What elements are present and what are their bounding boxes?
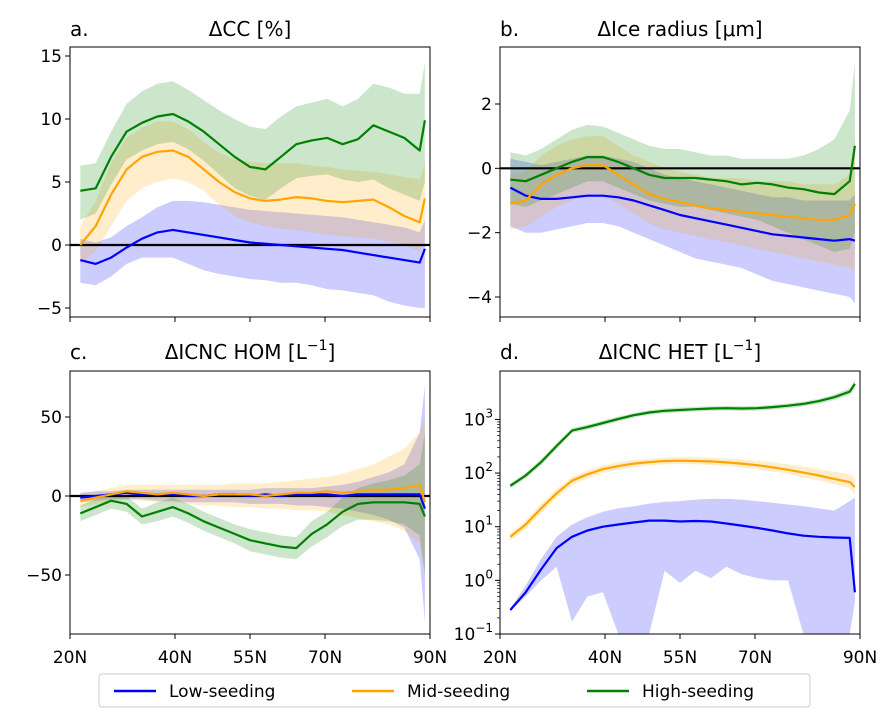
line-high-seeding	[509, 383, 856, 487]
y-tick-label: 103	[464, 406, 493, 430]
line-high-seeding	[80, 112, 426, 192]
panel-label: d.	[500, 340, 519, 364]
y-tick-label: 5	[51, 173, 62, 193]
band-high-seeding	[510, 62, 855, 253]
line-mid-seeding	[80, 483, 426, 503]
y-tick-label: 0	[481, 159, 492, 179]
x-tick-label: 20N	[483, 648, 517, 668]
x-tick-label: 70N	[308, 648, 342, 668]
x-tick-label: 55N	[663, 648, 697, 668]
line-low-seeding	[80, 228, 426, 265]
x-tick-label: 90N	[843, 648, 877, 668]
x-tick-label: 55N	[233, 648, 267, 668]
band-high-seeding	[80, 62, 425, 220]
band-low-seeding	[80, 200, 425, 308]
line-high-seeding	[510, 145, 856, 196]
y-tick-label: 0	[51, 236, 62, 256]
panel-4: 10−1 100 101 102 103 20N 40N 55N 70N 90N d. ΔICNC H…	[454, 338, 878, 668]
line-mid-seeding	[79, 149, 426, 246]
panel-title: ΔICNC HOM [L−1]	[165, 338, 336, 364]
y-tick-label: −50	[26, 566, 62, 586]
plot-area	[70, 62, 430, 308]
x-tick-label: 40N	[588, 648, 622, 668]
plot-area	[509, 379, 856, 634]
line-low-seeding	[509, 186, 856, 242]
plot-area	[70, 385, 430, 623]
x-tick-label: 20N	[53, 648, 87, 668]
band-low-seeding	[510, 155, 855, 304]
y-tick-label: 101	[464, 514, 493, 538]
y-tick-label: 10−1	[454, 621, 493, 645]
y-tick-label: −2	[467, 224, 492, 244]
line-low-seeding	[509, 519, 856, 611]
panel-3: −50 0 50 20N 40N 55N 70N 90N c. ΔICNC HOM [L−1]	[26, 338, 447, 668]
line-mid-seeding	[509, 459, 856, 538]
line-high-seeding	[79, 499, 426, 550]
y-tick-label: 102	[464, 460, 493, 484]
y-tick-label: 15	[40, 47, 62, 67]
panel-title: ΔCC [%]	[209, 17, 292, 41]
legend-label-low: Low-seeding	[169, 682, 275, 702]
legend-box	[98, 673, 811, 708]
panel-label: b.	[500, 17, 519, 41]
x-tick-label: 90N	[413, 648, 447, 668]
band-low-seeding	[510, 497, 855, 634]
y-tick-label: −4	[467, 288, 492, 308]
y-tick-label: −5	[37, 299, 62, 319]
y-tick-label: 100	[464, 567, 493, 591]
panel-title: ΔICNC HET [L−1]	[599, 338, 761, 364]
x-tick-label: 40N	[158, 648, 192, 668]
legend-label-mid: Mid-seeding	[407, 682, 510, 702]
panel-title: ΔIce radius [μm]	[597, 17, 762, 41]
legend: Low-seeding Mid-seeding High-seeding	[98, 673, 811, 708]
panel-1: −5 0 5 10 15 a. ΔCC [%]	[37, 17, 431, 322]
panel-2: −4 −2 0 2 b. ΔIce radius [μm]	[467, 17, 861, 322]
y-tick-label: 0	[51, 487, 62, 507]
band-mid-seeding	[80, 121, 425, 264]
y-tick-label: 2	[481, 95, 492, 115]
y-tick-label: 10	[40, 110, 62, 130]
panel-label: a.	[70, 17, 89, 41]
plot-area	[500, 62, 860, 304]
line-mid-seeding	[510, 164, 856, 221]
panel-label: c.	[70, 340, 87, 364]
x-tick-label: 70N	[738, 648, 772, 668]
legend-label-high: High-seeding	[642, 682, 754, 702]
y-tick-label: 50	[40, 408, 62, 428]
